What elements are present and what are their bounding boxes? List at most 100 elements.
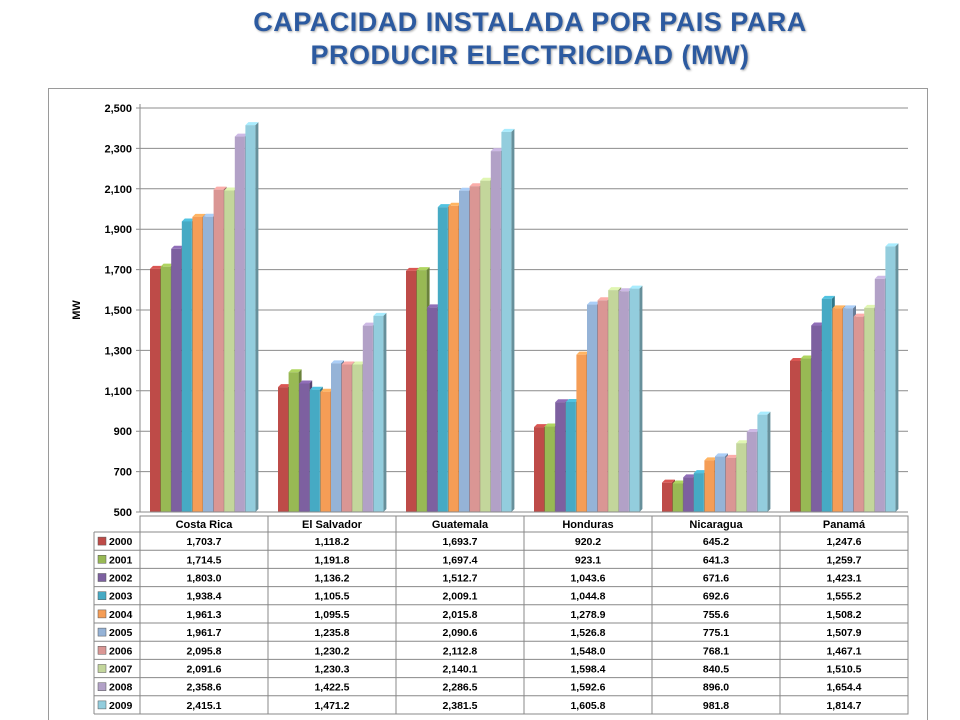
bar-top-2009 bbox=[373, 312, 387, 316]
bar-2000-Honduras bbox=[534, 427, 544, 512]
table-cell: 920.2 bbox=[575, 536, 601, 548]
bar-2005-El Salvador bbox=[331, 363, 341, 512]
bar-2009-Honduras bbox=[629, 288, 640, 512]
table-cell: 1,548.0 bbox=[570, 645, 605, 657]
bar-2007-Guatemala bbox=[480, 180, 491, 512]
bar-2009-El Salvador bbox=[373, 315, 384, 512]
table-cell: 1,508.2 bbox=[826, 609, 861, 621]
table-cell: 1,697.4 bbox=[442, 554, 477, 566]
table-cell: 1,191.8 bbox=[314, 554, 349, 566]
bar-2009-Panamá bbox=[885, 246, 896, 512]
bar-top-2002 bbox=[811, 322, 825, 326]
bar-2000-Panamá bbox=[790, 360, 800, 512]
y-tick-label: 900 bbox=[114, 426, 132, 438]
bar-2006-Guatemala bbox=[469, 186, 480, 512]
bar-2007-Nicaragua bbox=[736, 443, 747, 512]
bar-top-2000 bbox=[406, 267, 419, 271]
bar-2000-El Salvador bbox=[278, 387, 288, 512]
bar-top-2008 bbox=[234, 133, 248, 137]
table-cell: 1,235.8 bbox=[314, 627, 349, 639]
table-cell: 1,510.5 bbox=[826, 664, 861, 676]
table-cell: 1,605.8 bbox=[570, 700, 605, 712]
category-label: Costa Rica bbox=[176, 519, 234, 531]
bar-2001-El Salvador bbox=[288, 372, 299, 512]
legend-swatch-2000 bbox=[97, 536, 107, 546]
bar-2003-Nicaragua bbox=[693, 473, 704, 512]
bar-top-2001 bbox=[800, 355, 814, 359]
chart-title-line-2: PRODUCIR ELECTRICIDAD (MW) bbox=[310, 40, 750, 70]
bar-top-2006 bbox=[213, 186, 227, 190]
bar-top-2004 bbox=[448, 202, 462, 206]
bar-2001-Nicaragua bbox=[672, 483, 683, 512]
category-label: Panamá bbox=[823, 519, 866, 531]
bar-2000-Guatemala bbox=[406, 270, 416, 512]
bar-top-2002 bbox=[555, 399, 569, 403]
table-cell: 2,090.6 bbox=[442, 627, 477, 639]
bar-top-2008 bbox=[874, 275, 888, 279]
table-cell: 2,112.8 bbox=[443, 645, 478, 657]
legend-swatch-2008 bbox=[97, 682, 107, 691]
bar-2000-Costa Rica bbox=[150, 268, 160, 512]
table-cell: 1,938.4 bbox=[186, 591, 221, 603]
bar-2002-Costa Rica bbox=[171, 248, 182, 512]
legend-swatch-2007 bbox=[97, 664, 107, 673]
bar-2003-Panamá bbox=[821, 298, 832, 512]
bar-top-2005 bbox=[203, 213, 216, 217]
table-cell: 1,592.6 bbox=[570, 682, 605, 694]
bar-2001-Costa Rica bbox=[160, 266, 171, 512]
chart-title-line-1: CAPACIDAD INSTALADA POR PAIS PARA bbox=[253, 7, 807, 37]
bar-2001-Honduras bbox=[544, 426, 555, 512]
bar-top-2005 bbox=[587, 301, 600, 305]
bar-top-2009 bbox=[757, 411, 771, 415]
table-cell: 2,286.5 bbox=[442, 682, 477, 694]
bar-top-2007 bbox=[608, 287, 622, 291]
y-tick-label: 1,500 bbox=[104, 305, 132, 317]
bar-top-2003 bbox=[437, 204, 451, 208]
bar-2008-Costa Rica bbox=[234, 136, 245, 512]
legend-label: 2009 bbox=[109, 700, 133, 712]
table-cell: 1,105.5 bbox=[314, 591, 349, 603]
bar-2003-Honduras bbox=[565, 401, 576, 512]
table-cell: 1,278.9 bbox=[570, 609, 605, 621]
bar-top-2001 bbox=[416, 267, 430, 271]
legend-label: 2006 bbox=[109, 645, 133, 657]
table-cell: 2,091.6 bbox=[186, 664, 221, 676]
bar-top-2000 bbox=[790, 357, 803, 361]
bar-side-2009 bbox=[383, 312, 387, 512]
table-cell: 1,247.6 bbox=[826, 536, 861, 548]
table-cell: 1,961.7 bbox=[186, 627, 221, 639]
legend-swatch-2006 bbox=[97, 646, 107, 655]
bar-top-2009 bbox=[885, 243, 899, 247]
table-cell: 896.0 bbox=[703, 682, 729, 694]
bar-2007-Honduras bbox=[608, 290, 619, 512]
bar-top-2008 bbox=[362, 322, 376, 326]
table-cell: 2,381.5 bbox=[442, 700, 477, 712]
category-label: Nicaragua bbox=[689, 519, 743, 531]
table-cell: 1,095.5 bbox=[314, 609, 349, 621]
table-cell: 1,043.6 bbox=[570, 573, 605, 585]
bar-top-2003 bbox=[565, 398, 579, 402]
bar-2008-Guatemala bbox=[490, 151, 501, 512]
bar-2006-El Salvador bbox=[341, 364, 352, 512]
bar-2006-Costa Rica bbox=[213, 189, 224, 512]
table-cell: 2,140.1 bbox=[442, 664, 477, 676]
bar-2002-El Salvador bbox=[299, 383, 310, 512]
bar-2005-Honduras bbox=[587, 304, 597, 512]
table-cell: 1,422.5 bbox=[314, 682, 349, 694]
bar-top-2003 bbox=[821, 295, 835, 299]
bar-2009-Guatemala bbox=[501, 131, 512, 512]
bar-top-2002 bbox=[427, 304, 441, 308]
bar-top-2008 bbox=[618, 288, 632, 292]
y-tick-label: 700 bbox=[114, 467, 132, 479]
table-cell: 1,703.7 bbox=[186, 536, 221, 548]
legend-swatch-2004 bbox=[97, 609, 107, 619]
bar-top-2003 bbox=[309, 386, 323, 390]
legend-label: 2005 bbox=[109, 627, 133, 639]
bar-top-2001 bbox=[544, 423, 558, 427]
bar-top-2003 bbox=[181, 218, 195, 222]
table-cell: 1,654.4 bbox=[826, 682, 861, 694]
legend-label: 2000 bbox=[109, 536, 133, 548]
table-cell: 1,526.8 bbox=[570, 627, 605, 639]
bar-top-2002 bbox=[683, 474, 697, 478]
